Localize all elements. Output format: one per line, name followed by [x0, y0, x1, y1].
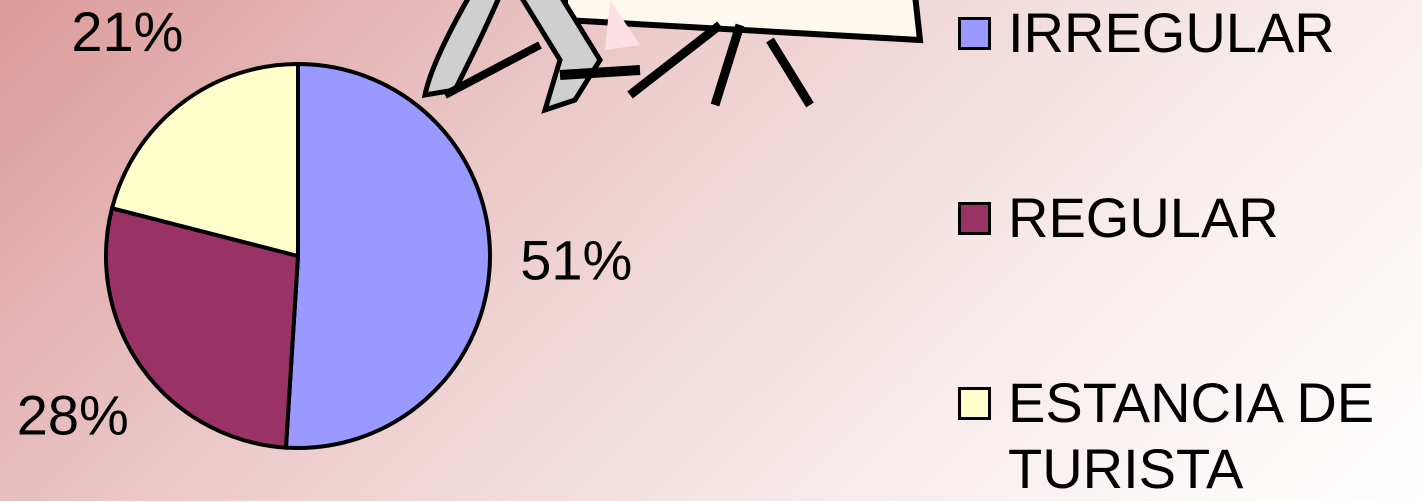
legend-item: ESTANCIA DE TURISTA	[958, 370, 1418, 502]
legend-swatch	[958, 202, 991, 235]
legend-item: REGULAR	[958, 185, 1418, 251]
legend-label: IRREGULAR	[1008, 1, 1335, 64]
legend-label: REGULAR	[1008, 186, 1279, 249]
data-label: 51%	[520, 229, 632, 292]
pie-slice	[109, 61, 300, 259]
pie-slice	[283, 61, 492, 450]
data-label: 21%	[71, 0, 183, 63]
legend-swatch	[958, 387, 991, 420]
data-label: 28%	[17, 383, 129, 446]
legend-label: ESTANCIA DE TURISTA	[1008, 371, 1375, 500]
pie-slice	[104, 205, 301, 450]
clip-art	[421, 0, 924, 114]
pie: 51% 28% 21%	[17, 0, 632, 450]
legend-swatch	[958, 17, 991, 50]
legend-item: IRREGULAR	[958, 0, 1418, 66]
